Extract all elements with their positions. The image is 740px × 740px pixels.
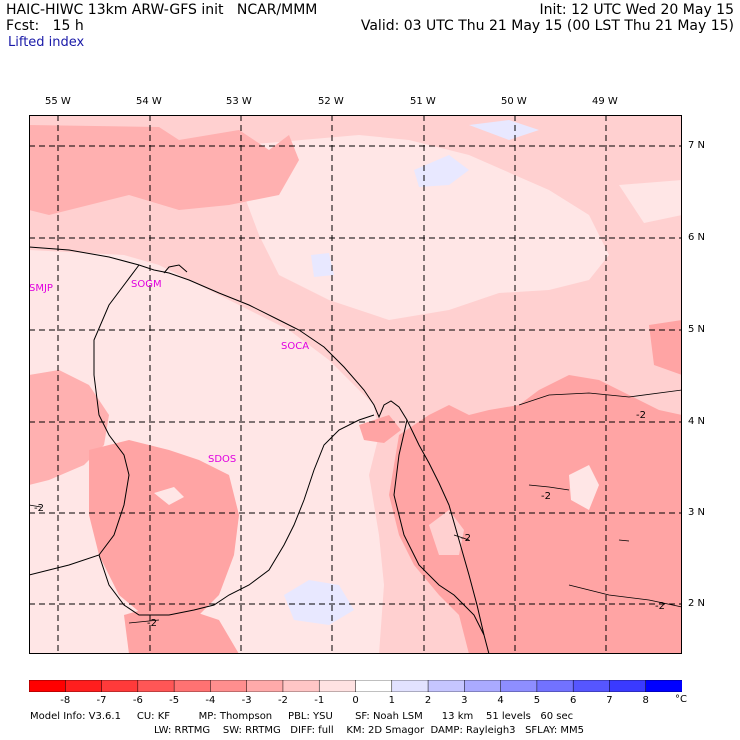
lon-label: 50 W: [501, 96, 527, 107]
field-light-region: [619, 180, 682, 223]
station-label: SOGM: [131, 279, 162, 290]
colorbar-tick-label: -4: [205, 695, 216, 706]
lon-label: 49 W: [592, 96, 618, 107]
colorbar-swatch: [210, 680, 248, 692]
colorbar-tick-label: -3: [241, 695, 252, 706]
colorbar-swatch: [318, 680, 357, 692]
valid-time: Valid: 03 UTC Thu 21 May 15 (00 LST Thu …: [360, 18, 734, 34]
lat-label: 6 N: [688, 232, 706, 243]
lat-label: 5 N: [688, 324, 706, 335]
init-time: Init: 12 UTC Wed 20 May 15: [539, 2, 734, 18]
field-positive-spot: [284, 580, 354, 625]
field-dark-region: [389, 375, 682, 654]
colorbar-swatch: [427, 680, 466, 692]
colorbar: [29, 680, 682, 692]
field-positive-spot: [469, 120, 539, 140]
lat-label: 2 N: [688, 598, 706, 609]
contour-label: -2: [541, 491, 551, 502]
field-name: Lifted index: [8, 35, 85, 50]
contour-label: -2: [655, 601, 665, 612]
colorbar-swatch: [609, 680, 647, 692]
contour-lines: [29, 389, 682, 624]
field-positive-spot: [414, 155, 469, 187]
model-title: HAIC-HIWC 13km ARW-GFS init NCAR/MMM: [6, 2, 318, 18]
colorbar-swatch: [246, 680, 284, 692]
colorbar-swatch: [500, 680, 538, 692]
colorbar-tick-label: -6: [132, 695, 143, 706]
forecast-hour: Fcst: 15 h: [6, 18, 84, 34]
colorbar-tick-label: -2: [277, 695, 288, 706]
lon-label: 54 W: [136, 96, 162, 107]
field-light-spot: [429, 510, 464, 555]
colorbar-unit: °C: [675, 694, 687, 705]
colorbar-swatch: [464, 680, 502, 692]
colorbar-tick-label: 1: [388, 695, 395, 706]
colorbar-swatch: [645, 680, 682, 692]
colorbar-tick-label: 2: [424, 695, 432, 706]
field-dark-region: [649, 320, 682, 375]
colorbar-swatch: [65, 680, 103, 692]
station-label: SMJP: [29, 283, 53, 294]
lon-label: 51 W: [410, 96, 436, 107]
colorbar-swatch: [282, 680, 320, 692]
field-dark-region: [89, 440, 239, 625]
field-light-spot: [569, 465, 599, 510]
colorbar-swatch: [572, 680, 611, 692]
colorbar-tick-label: 7: [606, 695, 613, 706]
colorbar-swatch: [137, 680, 175, 692]
lat-label: 3 N: [688, 507, 706, 518]
coastline: [29, 246, 490, 654]
lat-label: 4 N: [688, 416, 706, 427]
lon-label: 53 W: [226, 96, 252, 107]
colorbar-tick-label: -5: [169, 695, 180, 706]
colorbar-tick-label: -8: [60, 695, 71, 706]
field-dark-region: [124, 605, 239, 654]
lon-label: 52 W: [318, 96, 344, 107]
colorbar-swatch: [536, 680, 574, 692]
colorbar-tick-label: 8: [642, 695, 649, 706]
lon-label: 55 W: [45, 96, 71, 107]
colorbar-tick-label: -1: [314, 695, 325, 706]
field-dark-region: [29, 125, 299, 215]
colorbar-tick-label: -7: [96, 695, 107, 706]
lat-lon-grid: [29, 115, 682, 654]
lifted-index-map: -2 -2 -2 -2 -2 -2 SMJP SOGM SOCA SDOS: [29, 115, 682, 654]
colorbar-swatch: [355, 680, 393, 692]
field-light-spot: [154, 487, 184, 505]
colorbar-swatch: [173, 680, 212, 692]
contour-label: -2: [636, 410, 646, 421]
model-info-line1: Model Info: V3.6.1 CU: KF MP: Thompson P…: [30, 711, 574, 722]
colorbar-tick-label: 3: [461, 695, 468, 706]
colorbar-swatch: [391, 680, 429, 692]
lat-label: 7 N: [688, 140, 706, 151]
station-label: SDOS: [208, 454, 236, 465]
colorbar-tick-label: 6: [569, 695, 577, 706]
field-positive-spot: [311, 253, 334, 277]
model-info-line2: LW: RRTMG SW: RRTMG DIFF: full KM: 2D Sm…: [154, 725, 584, 736]
map-frame: [29, 115, 682, 654]
colorbar-tick-label: 4: [497, 695, 504, 706]
colorbar-tick-label: 0: [352, 695, 359, 706]
colorbar-swatch: [101, 680, 139, 692]
contour-label: -2: [147, 618, 157, 629]
colorbar-swatch: [29, 680, 67, 692]
colorbar-tick-label: 5: [533, 695, 541, 706]
contour-label: -2: [34, 503, 44, 514]
field-light-region: [244, 135, 609, 320]
station-label: SOCA: [281, 341, 309, 352]
contour-label: -2: [461, 533, 471, 544]
